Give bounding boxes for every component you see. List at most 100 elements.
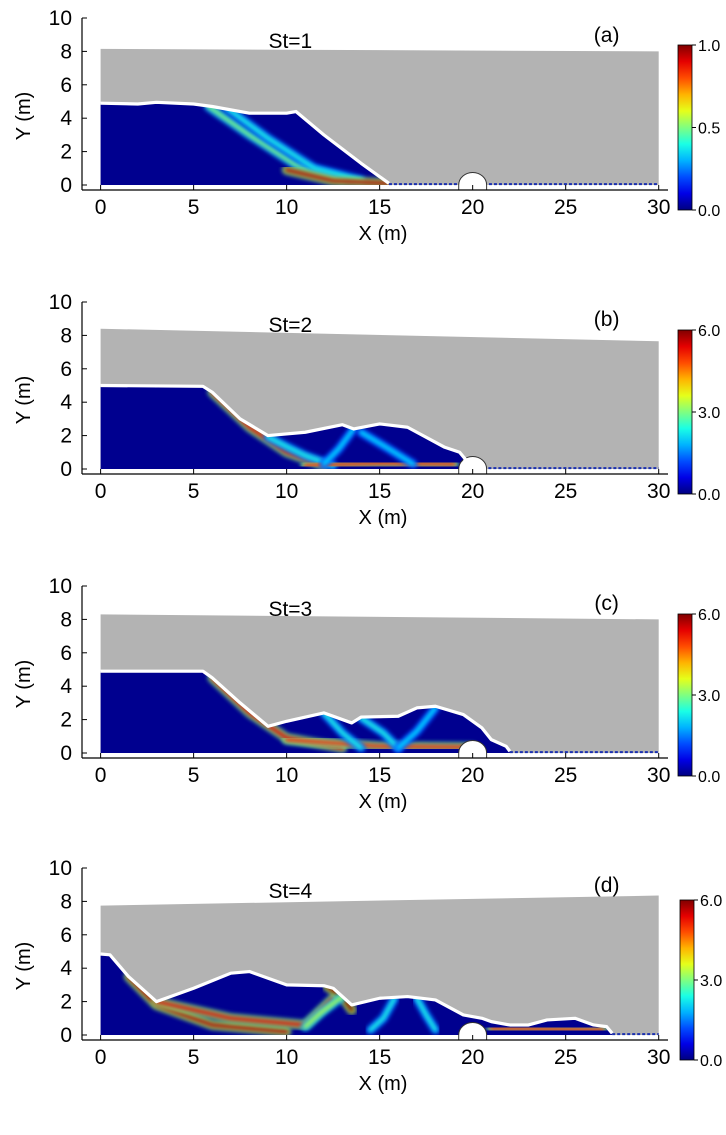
y-tick-label: 8 bbox=[60, 890, 72, 913]
x-axis-label: X (m) bbox=[359, 1073, 408, 1095]
panel-c: 0 5 10 15 20 25 30 0 2 4 6 8 10 X (m) Y (m) St=3 (c) 6.0 3… bbox=[13, 575, 720, 813]
panel-label: (c) bbox=[594, 592, 619, 615]
colorbar-tick-label: 6.0 bbox=[700, 893, 722, 910]
x-tick-label: 5 bbox=[188, 1046, 200, 1069]
x-tick-label: 15 bbox=[368, 480, 391, 503]
x-tick-label: 0 bbox=[95, 1046, 107, 1069]
y-tick-label: 8 bbox=[60, 40, 72, 63]
shear-band bbox=[225, 106, 364, 182]
x-tick-label: 0 bbox=[95, 196, 107, 219]
y-tick-label: 4 bbox=[60, 957, 72, 980]
y-tick-label: 0 bbox=[60, 1024, 72, 1047]
panel-a: 0 5 10 15 20 25 30 0 2 4 6 8 10 X (m) Y (m) St=1 (a) 1.0 0… bbox=[13, 7, 720, 245]
colorbar-tick-label: 6.0 bbox=[698, 607, 720, 624]
colorbar: 6.0 3.0 0.0 bbox=[679, 893, 722, 1070]
colorbar-tick-label: 3.0 bbox=[698, 405, 720, 422]
y-tick-label: 6 bbox=[60, 924, 72, 947]
x-tick-label: 20 bbox=[461, 480, 484, 503]
plot-area bbox=[100, 895, 659, 1040]
y-tick-label: 4 bbox=[60, 675, 72, 698]
colorbar: 6.0 3.0 0.0 bbox=[677, 607, 720, 786]
x-tick-label: 10 bbox=[275, 1046, 298, 1069]
panel-label: (b) bbox=[594, 308, 620, 331]
shear-band bbox=[396, 705, 438, 750]
y-tick-label: 2 bbox=[60, 709, 72, 732]
x-tick-label: 5 bbox=[188, 480, 200, 503]
y-tick-label: 8 bbox=[60, 608, 72, 631]
x-tick-label: 30 bbox=[647, 764, 670, 787]
x-tick-label: 30 bbox=[647, 1046, 670, 1069]
colorbar-bar bbox=[677, 44, 693, 211]
plot-area bbox=[100, 48, 659, 190]
surface-line bbox=[100, 383, 467, 468]
shear-band bbox=[303, 461, 457, 468]
x-tick-label: 25 bbox=[554, 764, 577, 787]
y-tick-label: 10 bbox=[49, 291, 72, 314]
plot-area bbox=[100, 328, 659, 474]
colorbar-tick-label: 6.0 bbox=[698, 323, 720, 340]
x-tick-label: 20 bbox=[461, 764, 484, 787]
panel-title: St=3 bbox=[268, 598, 312, 621]
x-tick-label: 25 bbox=[554, 1046, 577, 1069]
surface-line bbox=[100, 952, 614, 1035]
panel-d: 0 5 10 15 20 25 30 0 2 4 6 8 10 X (m) Y (m) St=4 (d) 6.0 3… bbox=[13, 857, 722, 1095]
y-tick-label: 10 bbox=[49, 857, 72, 880]
y-tick-label: 10 bbox=[49, 7, 72, 30]
shear-band bbox=[321, 710, 364, 750]
y-tick-label: 2 bbox=[60, 141, 72, 164]
shear-band bbox=[489, 1026, 605, 1032]
shear-band bbox=[359, 715, 401, 750]
shear-bands bbox=[204, 102, 389, 185]
shear-band bbox=[284, 737, 475, 750]
y-tick-label: 6 bbox=[60, 642, 72, 665]
colorbar-tick-label: 0.5 bbox=[698, 121, 720, 138]
shear-band bbox=[303, 994, 345, 1029]
colorbar: 6.0 3.0 0.0 bbox=[677, 323, 720, 504]
y-axis-label: Y (m) bbox=[13, 92, 35, 141]
obstacle bbox=[458, 172, 488, 190]
colorbar-tick-label: 0.0 bbox=[698, 203, 720, 220]
x-axis-label: X (m) bbox=[359, 507, 408, 529]
colorbar-tick-label: 1.0 bbox=[698, 38, 720, 55]
granular-body bbox=[100, 385, 466, 469]
y-tick-label: 4 bbox=[60, 391, 72, 414]
y-axis-label: Y (m) bbox=[13, 660, 35, 709]
colorbar-tick-label: 0.0 bbox=[698, 487, 720, 504]
colorbar-bar bbox=[679, 899, 695, 1061]
y-tick-label: 0 bbox=[60, 174, 72, 197]
panel-label: (a) bbox=[594, 24, 620, 47]
colorbar-tick-label: 3.0 bbox=[700, 973, 722, 990]
shear-band bbox=[321, 426, 356, 466]
x-tick-label: 15 bbox=[368, 764, 391, 787]
shear-band bbox=[359, 430, 416, 466]
x-axis-label: X (m) bbox=[359, 223, 408, 245]
x-tick-label: 25 bbox=[554, 480, 577, 503]
x-axis-label: X (m) bbox=[359, 791, 408, 813]
y-tick-label: 8 bbox=[60, 324, 72, 347]
y-tick-label: 10 bbox=[49, 575, 72, 598]
surface-line bbox=[100, 100, 390, 185]
panel-title: St=4 bbox=[268, 880, 312, 903]
y-axis-label: Y (m) bbox=[13, 376, 35, 425]
obstacle bbox=[458, 1022, 488, 1040]
x-tick-label: 5 bbox=[188, 196, 200, 219]
panel-title: St=1 bbox=[268, 30, 312, 53]
x-tick-label: 5 bbox=[188, 764, 200, 787]
x-tick-label: 15 bbox=[368, 1046, 391, 1069]
shear-band bbox=[284, 167, 389, 185]
y-tick-label: 6 bbox=[60, 358, 72, 381]
x-tick-label: 30 bbox=[647, 196, 670, 219]
x-tick-label: 25 bbox=[554, 196, 577, 219]
x-tick-label: 10 bbox=[275, 196, 298, 219]
x-tick-label: 10 bbox=[275, 764, 298, 787]
panel-b: 0 5 10 15 20 25 30 0 2 4 6 8 10 X (m) Y (m) St=2 (b) 6.0 3… bbox=[13, 291, 720, 529]
y-tick-label: 2 bbox=[60, 991, 72, 1014]
x-tick-label: 10 bbox=[275, 480, 298, 503]
surface-line bbox=[100, 669, 512, 753]
x-tick-label: 20 bbox=[461, 1046, 484, 1069]
colorbar-tick-label: 0.0 bbox=[698, 769, 720, 786]
x-tick-label: 15 bbox=[368, 196, 391, 219]
x-tick-label: 0 bbox=[95, 764, 107, 787]
colorbar-tick-label: 3.0 bbox=[698, 688, 720, 705]
